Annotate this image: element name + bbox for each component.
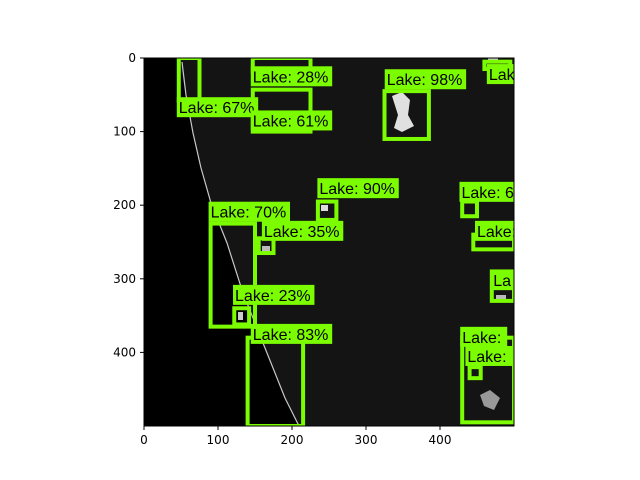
plot-area: Lake: 67% Lake: 28% Lake: 61% Lake: 98% Lak L… [144, 58, 516, 427]
detection-box [315, 199, 339, 222]
detection-label: Lake: [477, 224, 516, 241]
detection-label-bg [475, 220, 514, 241]
detection-label: Lake: 23% [235, 288, 311, 305]
detection-label: Lake: 67% [179, 100, 255, 117]
detection-label: Lake: 6 [461, 185, 514, 202]
lake-regions [238, 58, 506, 410]
detection-label-bg [233, 284, 315, 305]
detection-label-bg [208, 201, 290, 222]
detection-label-bg [491, 270, 513, 291]
detection-label: La [493, 273, 511, 290]
detection-label: Lake: 98% [387, 72, 463, 89]
detection-label-bg [176, 97, 259, 118]
detection-label: Lake: 35% [264, 224, 340, 241]
y-tick-label: 300 [113, 272, 136, 286]
detection-label-bg [486, 64, 514, 85]
x-tick-label: 400 [429, 433, 452, 447]
detection-label: Lake: 83% [253, 327, 329, 344]
detection-label-bg [261, 220, 344, 241]
detection-box [467, 365, 483, 381]
detection-label-bg [250, 323, 333, 344]
y-tick-label: 200 [113, 198, 136, 212]
detection-labels: Lake: 67% Lake: 28% Lake: 61% Lake: 98% Lak L… [176, 64, 516, 366]
detection-box [382, 89, 431, 141]
detection-box [232, 306, 252, 327]
detection-label-bg [250, 66, 333, 87]
y-axis: 0 100 200 300 400 [113, 51, 144, 359]
detection-label: Lake: [462, 330, 501, 347]
detection-label-bg [465, 345, 513, 366]
detection-box [208, 221, 258, 329]
detection-label-bg [317, 178, 399, 199]
x-tick-label: 200 [281, 433, 304, 447]
x-tick-label: 0 [140, 433, 148, 447]
detection-label-bg [384, 69, 467, 90]
x-axis: 0 100 200 300 400 [140, 426, 451, 447]
y-tick-label: 0 [128, 51, 136, 65]
detection-label: Lake: 70% [211, 205, 287, 222]
x-tick-label: 300 [355, 433, 378, 447]
y-tick-label: 100 [113, 125, 136, 139]
detection-label: Lake: 90% [319, 181, 395, 198]
detection-label: Lake: 61% [253, 113, 329, 130]
detection-label-bg [460, 326, 508, 347]
detection-label-bg [250, 110, 333, 131]
detection-label: Lak [489, 67, 516, 84]
axes-frame [143, 57, 515, 427]
detection-label-bg [459, 181, 514, 202]
x-tick-label: 100 [207, 433, 230, 447]
y-tick-label: 400 [113, 345, 136, 359]
detection-label: Lake: [467, 349, 506, 366]
detection-label: Lake: 28% [253, 69, 329, 86]
coastline [181, 61, 300, 427]
